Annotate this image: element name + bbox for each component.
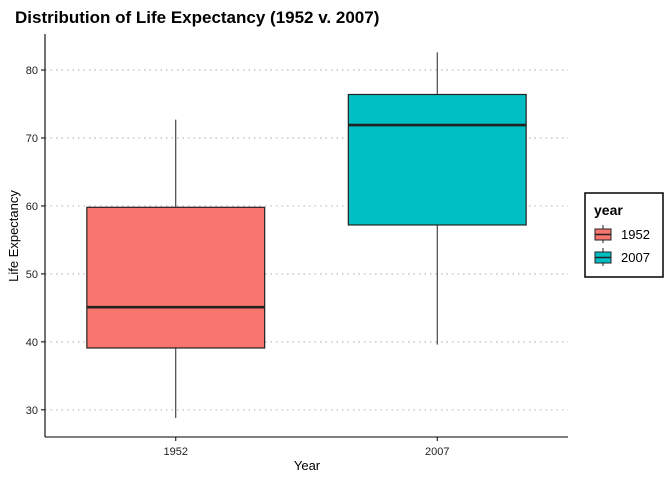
x-ticks: 1952 2007 bbox=[164, 437, 449, 458]
x-tick-label: 2007 bbox=[425, 446, 449, 458]
legend-title: year bbox=[594, 202, 623, 218]
legend-label: 2007 bbox=[621, 250, 650, 265]
x-axis-title: Year bbox=[294, 458, 321, 473]
legend-entry-2007: 2007 bbox=[594, 248, 650, 266]
x-tick-label: 1952 bbox=[164, 446, 188, 458]
y-tick-label: 50 bbox=[26, 269, 38, 281]
box-2007 bbox=[347, 52, 527, 345]
chart-title: Distribution of Life Expectancy (1952 v.… bbox=[15, 8, 379, 27]
y-axis-title: Life Expectancy bbox=[6, 190, 21, 282]
y-tick-label: 80 bbox=[26, 65, 38, 77]
y-ticks: 30 40 50 60 70 80 bbox=[26, 65, 45, 417]
legend-label: 1952 bbox=[621, 227, 650, 242]
y-tick-label: 70 bbox=[26, 133, 38, 145]
box-iqr bbox=[86, 206, 266, 349]
box-1952 bbox=[86, 119, 266, 418]
box-iqr bbox=[347, 93, 527, 226]
legend: year 1952 2007 bbox=[584, 192, 664, 278]
boxes bbox=[86, 52, 527, 418]
y-tick-label: 60 bbox=[26, 201, 38, 213]
axes bbox=[44, 34, 568, 438]
legend-entry-1952: 1952 bbox=[594, 225, 650, 243]
y-tick-label: 30 bbox=[26, 405, 38, 417]
y-tick-label: 40 bbox=[26, 337, 38, 349]
